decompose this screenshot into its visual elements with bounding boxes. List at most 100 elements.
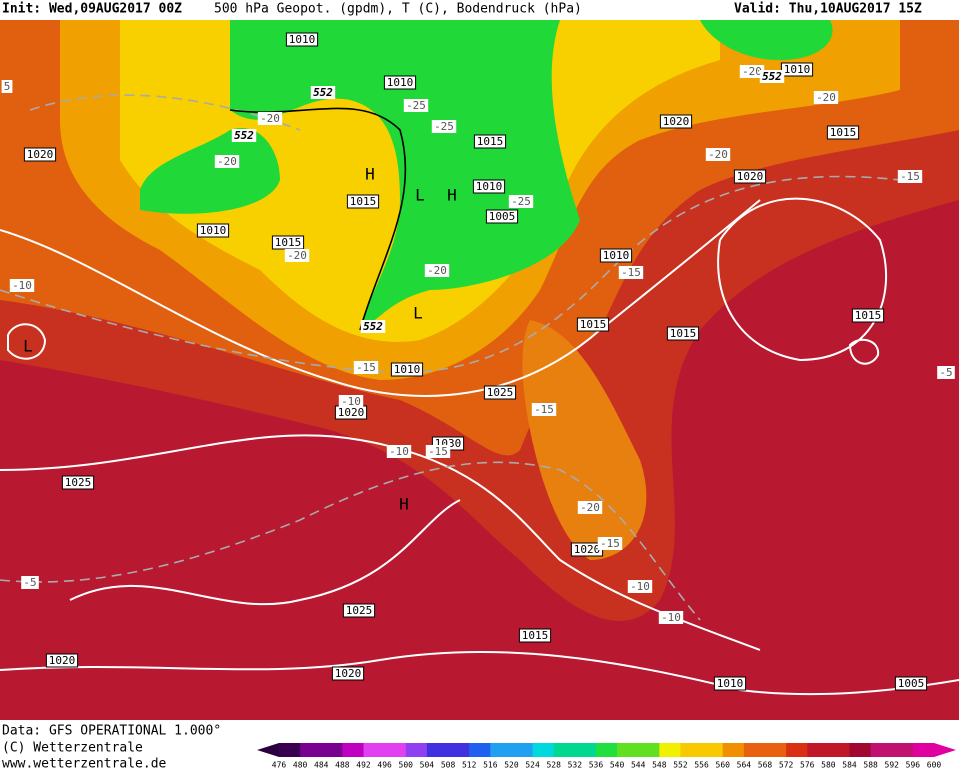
fields: 500 hPa Geopot. (gpdm), T (C), Bodendruc…	[214, 2, 582, 17]
colorbar-label: 588	[863, 761, 878, 770]
temperature-label-box	[386, 445, 412, 458]
isobar-label: 1010	[603, 249, 630, 262]
colorbar-cell	[617, 743, 639, 757]
isobar-label: 1020	[663, 115, 690, 128]
colorbar-label: 516	[483, 761, 498, 770]
colorbar-cell	[553, 743, 576, 757]
temperature-label: -15	[428, 445, 448, 458]
temperature-label: -20	[217, 155, 237, 168]
colorbar-label: 560	[716, 761, 731, 770]
colorbar-label: 556	[694, 761, 709, 770]
colorbar-label: 524	[525, 761, 540, 770]
isobar-label: 1015	[522, 629, 549, 642]
colorbar-label: 548	[652, 761, 667, 770]
isobar-label-box	[659, 114, 693, 129]
temperature-label-box	[403, 99, 429, 112]
isobar-label-box	[599, 248, 633, 263]
colorbar-cell	[511, 743, 534, 757]
colorbar-cell	[638, 743, 660, 757]
pressure-center: L	[415, 186, 425, 205]
colorbar-cell	[870, 743, 893, 757]
isobar-label: 1020	[335, 667, 362, 680]
website: www.wetterzentrale.de	[2, 757, 167, 770]
temperature-label-box	[577, 501, 603, 514]
colorbar-cell	[807, 743, 829, 757]
colorbar-label: 496	[377, 761, 392, 770]
pressure-center: H	[447, 186, 457, 205]
temperature-label-box	[1, 80, 13, 93]
temperature-label: -10	[12, 279, 32, 292]
temperature-label-box	[431, 120, 457, 133]
isobar-label: 1020	[338, 406, 365, 419]
temperature-label: -20	[580, 501, 600, 514]
isobar-label-box	[518, 628, 552, 643]
isobar-label: 1015	[275, 236, 302, 249]
temperature-label: -10	[630, 580, 650, 593]
temperature-label-box	[338, 395, 364, 408]
temperature-label: -15	[600, 537, 620, 550]
isobar-label: 1010	[289, 33, 316, 46]
colorbar-label: 552	[673, 761, 688, 770]
isobar-label: 1025	[487, 386, 514, 399]
temperature-label-box	[214, 155, 240, 168]
colorbar-label: 580	[821, 761, 836, 770]
isobar-label-box	[733, 169, 767, 184]
temperature-label-box	[353, 361, 379, 374]
temperature-label: -25	[511, 195, 531, 208]
colorbar-cell	[595, 743, 618, 757]
isobar-label: 1005	[489, 210, 516, 223]
temperature-label: -25	[406, 99, 426, 112]
temperature-label: -20	[427, 264, 447, 277]
temperature-label: -20	[287, 249, 307, 262]
colorbar-label: 572	[779, 761, 794, 770]
temperature-label: -5	[23, 576, 36, 589]
isobar-label-box	[473, 134, 507, 149]
colorbar-label: 484	[314, 761, 329, 770]
isobar-label: 1015	[830, 126, 857, 139]
pressure-center: L	[23, 337, 33, 356]
colorbar-cell	[300, 743, 322, 757]
colorbar-label: 596	[906, 761, 921, 770]
colorbar-cell	[490, 743, 512, 757]
isobar-label: 1025	[346, 604, 373, 617]
temperature-label: -20	[260, 112, 280, 125]
colorbar-cell	[828, 743, 851, 757]
geopotential-label-box	[231, 129, 257, 142]
temperature-label: -5	[939, 366, 952, 379]
pressure-center: H	[399, 495, 409, 514]
isobar-label: 1020	[737, 170, 764, 183]
isobar-label-box	[45, 653, 79, 668]
isobar-label-box	[851, 308, 885, 323]
pressure-center: L	[413, 304, 423, 323]
colorbar-cell	[469, 743, 491, 757]
colorbar-label: 536	[589, 761, 604, 770]
temperature-label-box	[531, 403, 557, 416]
colorbar-label: 564	[737, 761, 752, 770]
geopotential-label-box	[360, 320, 386, 333]
isobar-label: 1015	[670, 327, 697, 340]
isobar-label-box	[342, 603, 376, 618]
colorbar-cell	[532, 743, 555, 757]
isobar-label: 1010	[476, 180, 503, 193]
temperature-label-box	[425, 445, 451, 458]
colorbar-cell	[574, 743, 597, 757]
colorbar-end	[934, 743, 957, 757]
isobar-label-box	[61, 475, 95, 490]
geopotential-label-box	[759, 70, 785, 83]
temperature-label-box	[813, 91, 839, 104]
temperature-label-box	[424, 264, 450, 277]
colorbar-cell	[786, 743, 808, 757]
init-time: Init: Wed,09AUG2017 00Z	[2, 2, 182, 17]
colorbar-label: 584	[842, 761, 857, 770]
isobar-label-box	[894, 676, 928, 691]
isobar-label-box	[483, 385, 517, 400]
colorbar-label: 504	[420, 761, 435, 770]
colorbar-label: 508	[441, 761, 456, 770]
colorbar-cell	[363, 743, 386, 757]
field-orange2	[522, 320, 647, 560]
colorbar-label: 528	[546, 761, 561, 770]
temperature-label-box	[21, 576, 39, 589]
colorbar-cell	[743, 743, 766, 757]
isobar-label: 1015	[477, 135, 504, 148]
